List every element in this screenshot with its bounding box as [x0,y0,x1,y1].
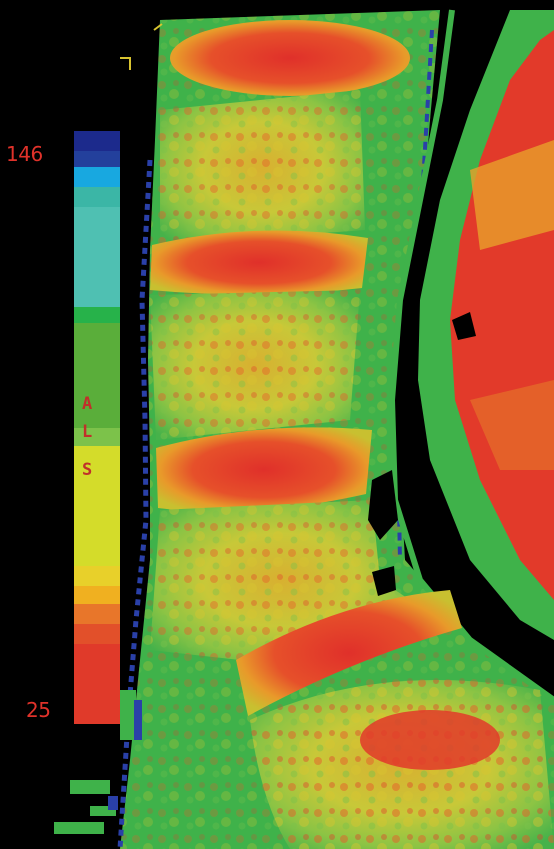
colorbar-letter-l: L [82,422,93,442]
colorbar-max-label: 146 [6,142,43,166]
colorbar-min-label: 25 [26,698,51,722]
colorbar-letter-s: S [82,460,93,480]
dark-channel [392,10,554,700]
colorbar [74,131,120,724]
colorbar-letter-a: A [82,394,93,414]
